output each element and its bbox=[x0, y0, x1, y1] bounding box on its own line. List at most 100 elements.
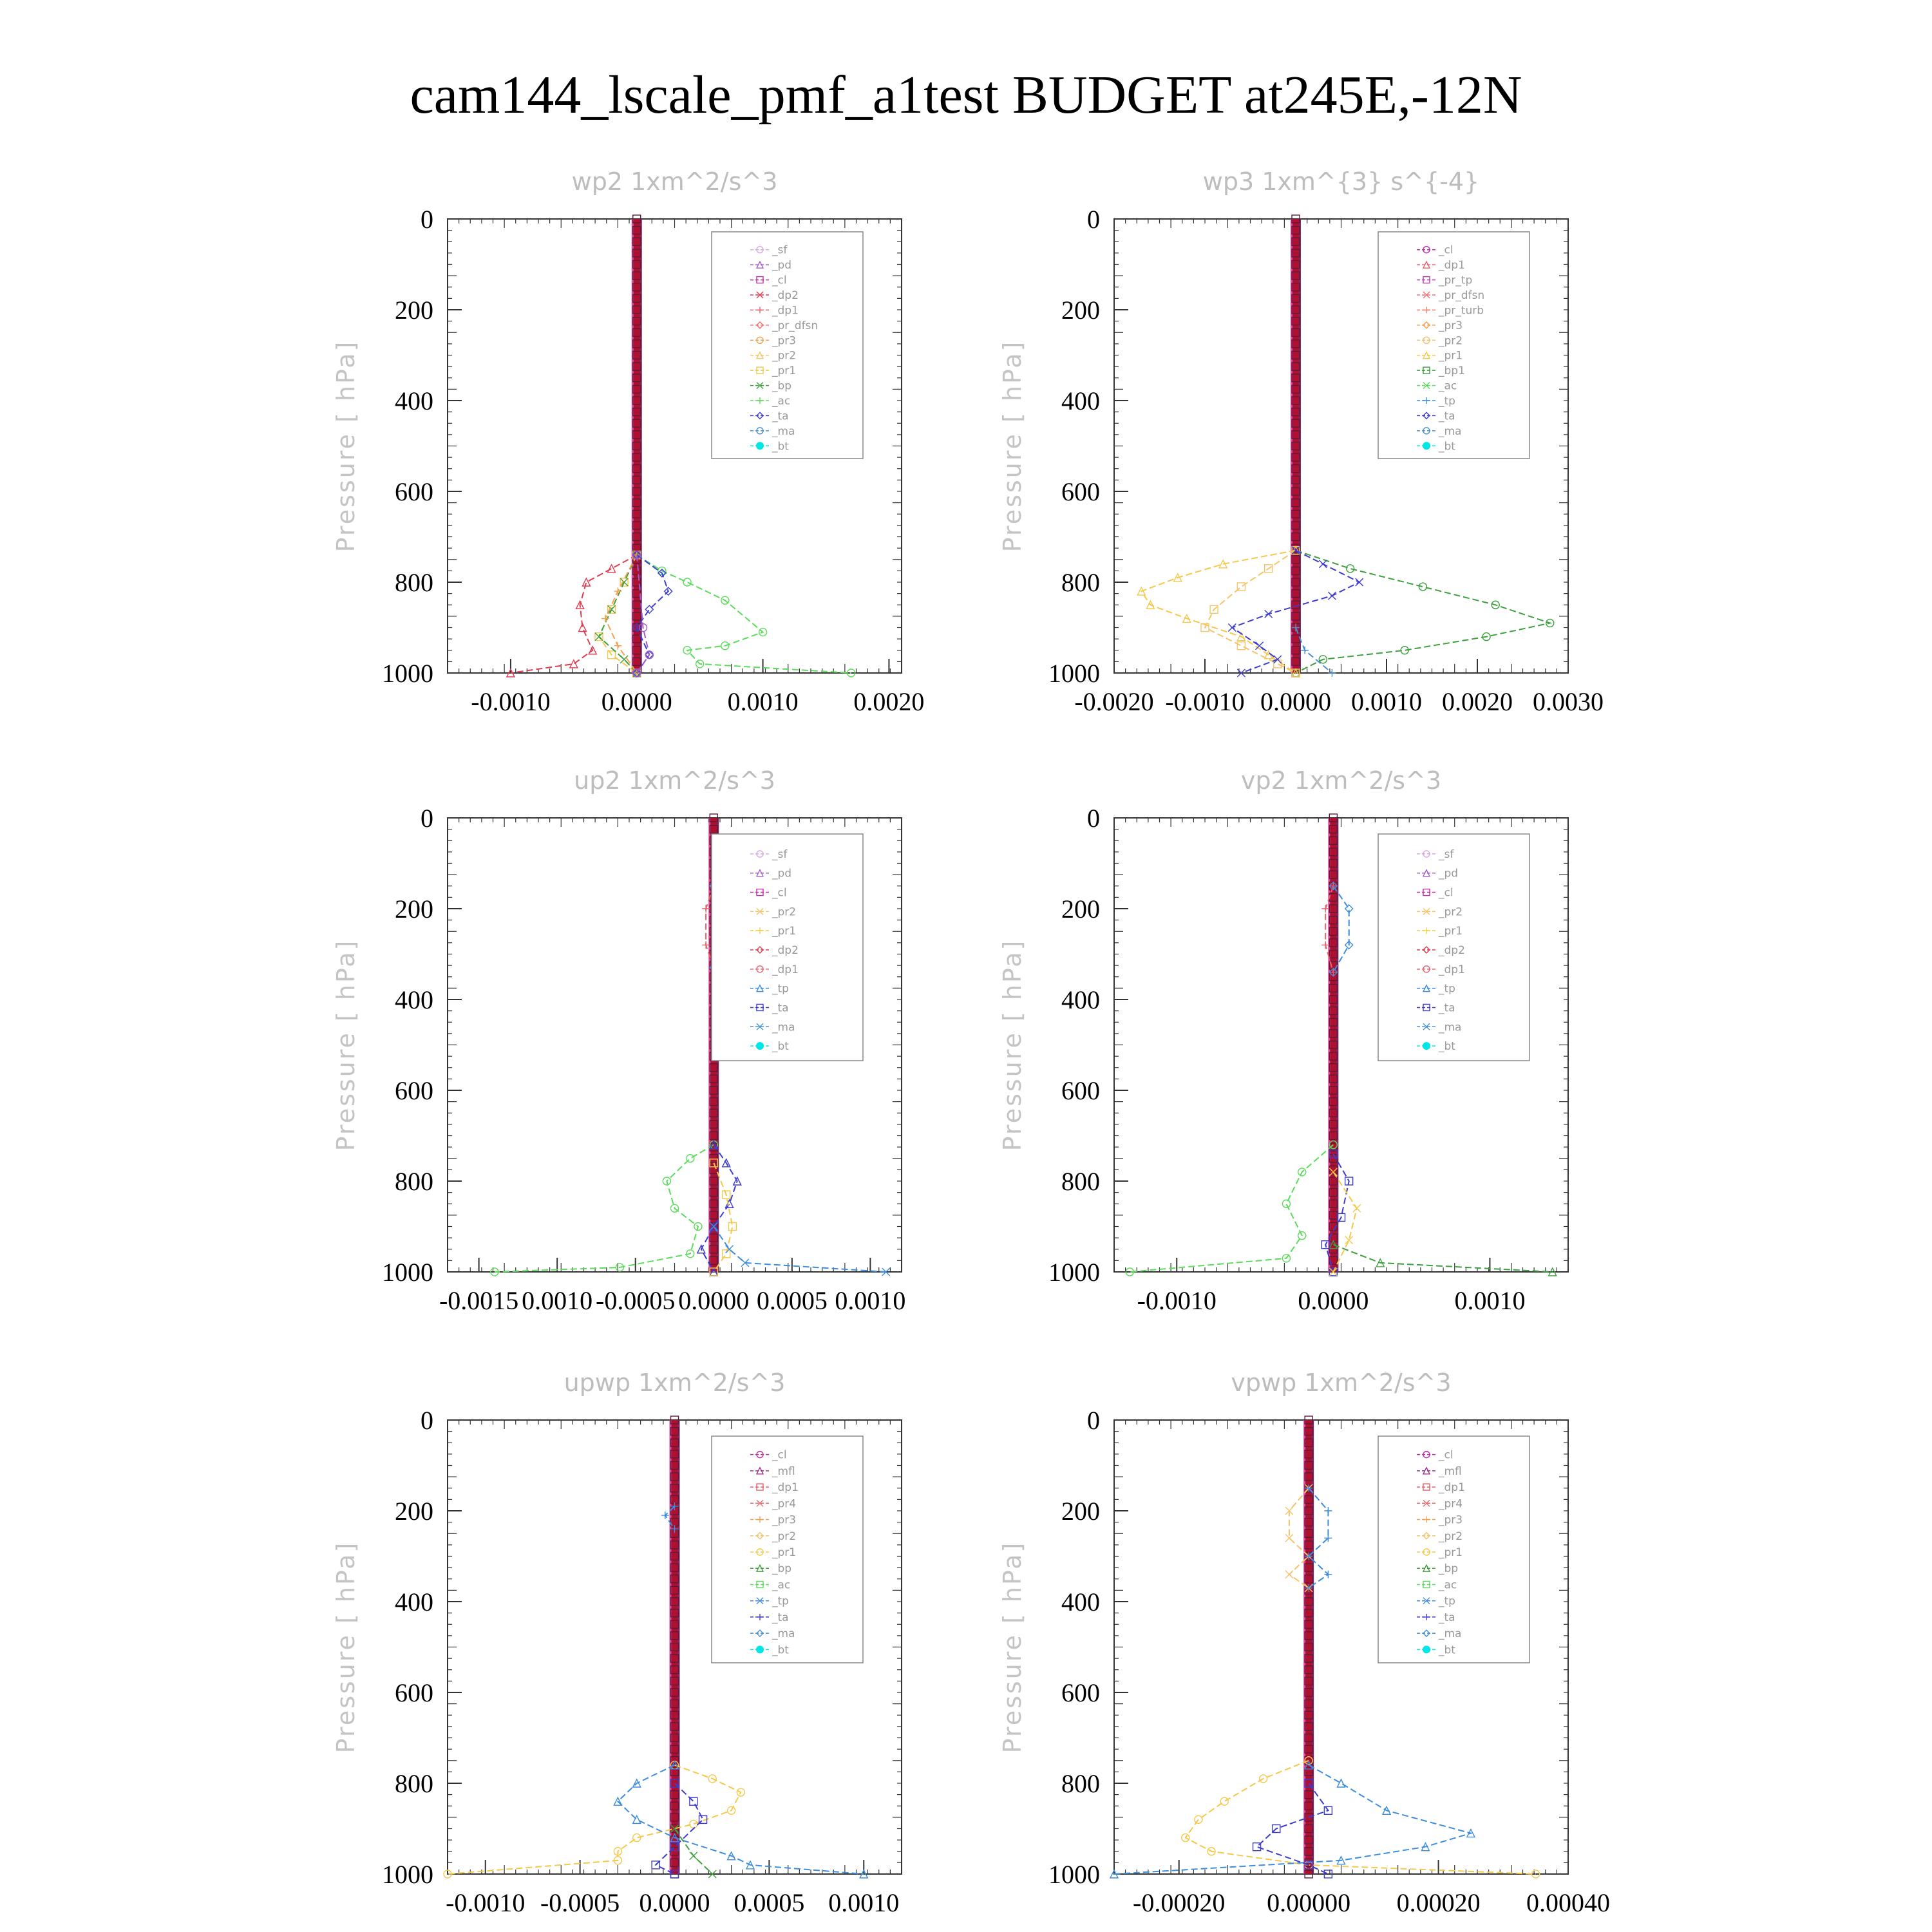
legend-label: _pr2 bbox=[772, 1530, 796, 1543]
legend-marker bbox=[1423, 1548, 1430, 1556]
series-point-ac bbox=[686, 1249, 695, 1258]
series-point-pr1 bbox=[1146, 600, 1155, 609]
series-point-dp2 bbox=[588, 645, 598, 655]
series-point-ta bbox=[1336, 1213, 1346, 1222]
series-marker-near-zero bbox=[1291, 589, 1300, 598]
series-marker-near-zero bbox=[1291, 396, 1300, 405]
series-marker-near-zero bbox=[1291, 283, 1300, 292]
series-point-tp bbox=[670, 1502, 679, 1510]
y-axis-label: Pressure [ hPa] bbox=[998, 939, 1027, 1151]
y-tick-label: 200 bbox=[395, 296, 433, 325]
series-point-bp bbox=[1548, 1267, 1557, 1276]
legend-marker bbox=[756, 850, 764, 858]
series-marker-near-zero bbox=[1329, 1052, 1338, 1061]
series-line-ta bbox=[654, 1783, 704, 1875]
legend-marker bbox=[1423, 321, 1430, 329]
series-point-tp bbox=[1336, 1778, 1346, 1788]
x-tick-label: -0.0015 bbox=[439, 1286, 518, 1315]
series-point-dp2 bbox=[582, 577, 591, 587]
legend-label: _ta bbox=[1438, 1611, 1455, 1624]
series-marker-near-zero bbox=[1291, 475, 1300, 485]
series-point-ta bbox=[670, 1779, 679, 1788]
series-point-pr1 bbox=[443, 1870, 452, 1879]
legend-marker bbox=[755, 351, 764, 359]
series-marker-near-zero bbox=[670, 1801, 679, 1810]
legend-marker bbox=[756, 1531, 764, 1540]
y-tick-label: 600 bbox=[1061, 1076, 1100, 1105]
legend-label: _dp1 bbox=[772, 963, 799, 976]
series-point-pr3 bbox=[632, 669, 641, 677]
series-line-pr1 bbox=[713, 1162, 734, 1273]
series-marker-near-zero bbox=[1304, 1813, 1313, 1822]
series-point-pr3 bbox=[614, 587, 622, 596]
series-marker-near-zero bbox=[1291, 407, 1300, 417]
series-marker-near-zero bbox=[1329, 927, 1338, 936]
series-point-ac bbox=[670, 1204, 679, 1213]
legend-label: _bt bbox=[772, 1643, 789, 1656]
series-marker-near-zero bbox=[1304, 1665, 1313, 1674]
series-marker-near-zero bbox=[1304, 1461, 1313, 1470]
legend-label: _dp2 bbox=[772, 944, 799, 957]
series-point-pr2 bbox=[1285, 1506, 1294, 1515]
series-point-ac bbox=[615, 1263, 625, 1272]
series-marker-near-zero bbox=[670, 1665, 679, 1674]
series-marker-near-zero bbox=[632, 487, 641, 496]
series-marker-near-zero bbox=[670, 1813, 679, 1822]
series-line-tp bbox=[1113, 1764, 1473, 1875]
series-point-tp bbox=[1109, 1869, 1119, 1879]
series-marker-near-zero bbox=[1304, 1563, 1313, 1572]
x-tick-label: 0.0000 bbox=[1260, 687, 1331, 716]
legend-label: _ma bbox=[772, 425, 795, 438]
series-point-ac bbox=[1282, 1254, 1291, 1263]
series-marker-near-zero bbox=[632, 396, 641, 405]
legend-marker bbox=[1422, 260, 1431, 269]
series-marker-near-zero bbox=[709, 1233, 718, 1242]
series-marker-near-zero bbox=[1304, 1540, 1313, 1549]
series-marker-near-zero bbox=[1329, 1086, 1338, 1095]
series-point-ac bbox=[683, 578, 692, 587]
legend-label: _ma bbox=[772, 1021, 795, 1034]
series-marker-near-zero bbox=[1304, 1745, 1313, 1754]
series-marker-near-zero bbox=[632, 350, 641, 360]
y-axis-label: Pressure [ hPa] bbox=[332, 939, 360, 1151]
series-marker-near-zero bbox=[632, 271, 641, 280]
series-marker-near-zero bbox=[1304, 1529, 1313, 1538]
budget-panel-2: wp3 1xm^{3} s^{-4} Pressure [ hPa] -0.0020… bbox=[998, 167, 1604, 716]
series-marker-near-zero bbox=[632, 249, 641, 258]
legend-marker bbox=[1423, 1023, 1430, 1030]
series-marker-near-zero bbox=[670, 1438, 679, 1447]
legend-marker bbox=[1423, 276, 1430, 284]
y-tick-label: 200 bbox=[1061, 895, 1100, 923]
legend-marker bbox=[1423, 888, 1430, 896]
series-point-ta bbox=[721, 1158, 731, 1168]
series-marker-near-zero bbox=[1329, 1177, 1338, 1186]
series-marker-near-zero bbox=[1291, 225, 1300, 235]
legend-marker bbox=[1423, 397, 1430, 404]
series-marker-near-zero bbox=[670, 1608, 679, 1618]
legend-label: _tp bbox=[1438, 983, 1455, 996]
series-marker-near-zero bbox=[670, 1835, 679, 1844]
legend-marker bbox=[756, 1548, 764, 1556]
y-tick-label: 600 bbox=[395, 477, 433, 506]
y-tick-label: 1000 bbox=[1048, 659, 1100, 688]
series-marker-near-zero bbox=[1329, 813, 1338, 822]
y-tick-label: 800 bbox=[1061, 1167, 1100, 1196]
legend-marker bbox=[1423, 291, 1430, 299]
series-marker-near-zero bbox=[1329, 949, 1338, 959]
series-point-pr1 bbox=[1173, 573, 1182, 582]
series-marker-near-zero bbox=[709, 1063, 718, 1072]
series-point-pr2 bbox=[1236, 582, 1246, 591]
legend-label: _pr2 bbox=[772, 350, 796, 363]
series-marker-near-zero bbox=[632, 316, 641, 326]
series-marker-near-zero bbox=[670, 1722, 679, 1731]
series-line-tp bbox=[1307, 1488, 1329, 1589]
legend-label: _ma bbox=[1438, 425, 1461, 438]
legend-marker bbox=[756, 382, 764, 390]
series-point-ta bbox=[709, 1140, 719, 1150]
legend-marker bbox=[1423, 382, 1430, 390]
series-marker-near-zero bbox=[1304, 1710, 1313, 1719]
series-point-pr1 bbox=[1258, 1774, 1268, 1783]
legend-label: _pr1 bbox=[1438, 1546, 1463, 1559]
series-point-bp bbox=[620, 655, 629, 664]
series-marker-near-zero bbox=[1329, 1108, 1338, 1117]
